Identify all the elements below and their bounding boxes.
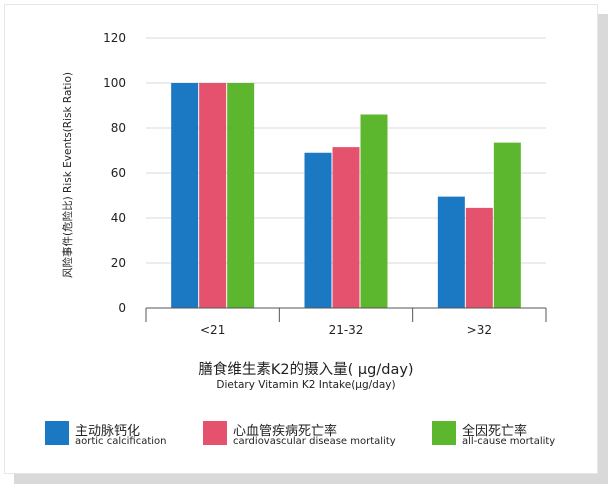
x-tick-label: >32: [467, 323, 492, 337]
y-tick-label: 80: [111, 121, 126, 135]
y-tick-label: 0: [118, 301, 126, 315]
y-tick-label: 60: [111, 166, 126, 180]
legend-swatch: [432, 421, 456, 445]
legend-swatch: [203, 421, 227, 445]
bar: [227, 83, 255, 308]
legend-label: 主动脉钙化: [75, 424, 141, 439]
bar: [199, 83, 227, 308]
bar: [437, 196, 465, 308]
legend-label-en: cardiovascular disease mortality: [233, 436, 396, 447]
x-axis-title: 膳食维生素K2的摄入量( μg/day): [198, 362, 414, 378]
y-tick-label: 120: [103, 31, 126, 45]
x-tick-label: <21: [200, 323, 225, 337]
bar: [332, 147, 360, 308]
legend-label-en: aortic calcification: [75, 436, 167, 447]
y-tick-label: 20: [111, 256, 126, 270]
bars: [171, 83, 521, 308]
axes: 0 20 40 60 80 100 120 <21 21-32 >32: [103, 31, 547, 337]
legend-swatch: [45, 421, 69, 445]
bar: [465, 207, 493, 308]
legend-label: 心血管疾病死亡率: [233, 424, 338, 439]
bar: [360, 114, 388, 308]
bar: [493, 142, 521, 308]
x-axis-title-en: Dietary Vitamin K2 Intake(μg/day): [216, 379, 396, 391]
x-tick-label: 21-32: [329, 323, 364, 337]
bar: [304, 152, 332, 308]
y-tick-label: 40: [111, 211, 126, 225]
bar: [171, 83, 199, 308]
y-axis-label: 风险事件(危险比) Risk Events(Risk Ratio): [61, 72, 74, 278]
y-tick-label: 100: [103, 76, 126, 90]
legend-label-en: all-cause mortality: [462, 436, 556, 447]
legend-label: 全因死亡率: [462, 424, 528, 439]
